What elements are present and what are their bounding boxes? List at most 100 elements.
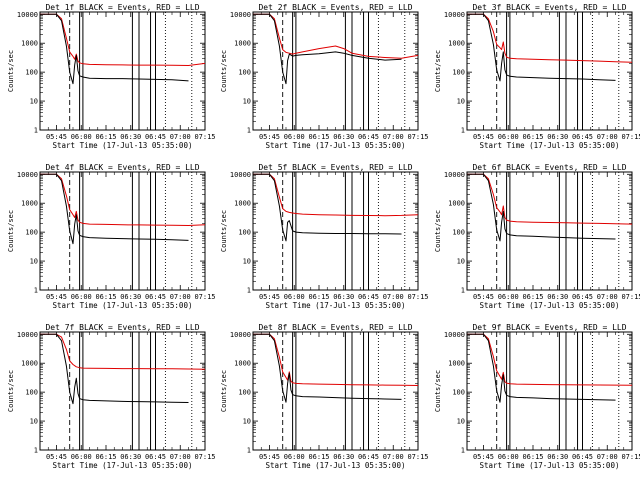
x-tick-label: 07:00 xyxy=(383,133,404,141)
series-events-line xyxy=(467,13,616,82)
x-tick-label: 05:45 xyxy=(46,293,67,301)
y-tick-label: 1000 xyxy=(448,360,465,368)
x-tick-label: 06:45 xyxy=(358,453,379,461)
x-tick-label: 06:45 xyxy=(358,293,379,301)
y-tick-label: 100 xyxy=(452,229,465,237)
x-tick-label: 05:45 xyxy=(259,133,280,141)
x-tick-label: 06:15 xyxy=(95,293,116,301)
x-tick-label: 06:00 xyxy=(284,133,305,141)
series-events-line xyxy=(253,173,402,242)
y-tick-label: 10 xyxy=(30,258,38,266)
panel-det-2: Det 2f BLACK = Events, RED = LLD 1 10 100 10… xyxy=(220,3,429,150)
plot-frame xyxy=(39,331,206,451)
x-tick-label: 06:15 xyxy=(95,133,116,141)
series-lld-line xyxy=(40,13,206,66)
x-tick-label: 06:15 xyxy=(308,133,329,141)
y-tick-label: 1000 xyxy=(448,40,465,48)
panel-det-9: Det 9f BLACK = Events, RED = LLD 1 10 100 10… xyxy=(434,323,640,470)
y-tick-label: 1 xyxy=(247,127,251,135)
panel-title: Det 6f BLACK = Events, RED = LLD xyxy=(472,163,626,172)
panel-det-7: Det 7f BLACK = Events, RED = LLD 1 10 100 10… xyxy=(7,323,216,470)
x-tick-label: 06:15 xyxy=(308,293,329,301)
panel-det-5: Det 5f BLACK = Events, RED = LLD 1 10 100 10… xyxy=(220,163,429,310)
y-axis-label: Counts/sec xyxy=(7,370,15,412)
series-lld-line xyxy=(253,333,419,386)
x-axis-label: Start Time (17-Jul-13 05:35:00) xyxy=(266,141,406,150)
x-tick-label: 06:00 xyxy=(284,293,305,301)
x-tick-label: 07:15 xyxy=(621,133,640,141)
series-events-line xyxy=(467,333,616,403)
y-tick-label: 1 xyxy=(461,127,465,135)
panel-det-6: Det 6f BLACK = Events, RED = LLD 1 10 100 10… xyxy=(434,163,640,310)
panel-title: Det 7f BLACK = Events, RED = LLD xyxy=(45,323,199,332)
y-tick-label: 10 xyxy=(243,98,251,106)
y-tick-label: 10000 xyxy=(444,171,465,179)
x-tick-label: 07:00 xyxy=(170,133,191,141)
panel-det-3: Det 3f BLACK = Events, RED = LLD 1 10 100 10… xyxy=(434,3,640,150)
y-tick-label: 100 xyxy=(25,389,38,397)
y-tick-label: 1000 xyxy=(21,360,38,368)
x-tick-label: 06:30 xyxy=(547,293,568,301)
x-tick-label: 06:45 xyxy=(572,293,593,301)
x-tick-label: 06:45 xyxy=(572,453,593,461)
series-events-line xyxy=(253,13,402,85)
y-tick-label: 10000 xyxy=(17,171,38,179)
y-tick-label: 1 xyxy=(461,287,465,295)
y-tick-label: 1000 xyxy=(234,40,251,48)
y-tick-label: 10000 xyxy=(230,11,251,19)
x-tick-label: 07:15 xyxy=(194,293,215,301)
x-tick-label: 07:00 xyxy=(383,453,404,461)
plot-frame xyxy=(252,11,419,131)
x-tick-label: 06:30 xyxy=(333,133,354,141)
y-tick-label: 1000 xyxy=(21,40,38,48)
y-tick-label: 10 xyxy=(457,98,465,106)
y-axis-label: Counts/sec xyxy=(434,370,442,412)
x-axis-label: Start Time (17-Jul-13 05:35:00) xyxy=(266,461,406,470)
y-tick-label: 100 xyxy=(452,69,465,77)
panel-det-4: Det 4f BLACK = Events, RED = LLD 1 10 100 10… xyxy=(7,163,216,310)
x-tick-label: 06:15 xyxy=(95,453,116,461)
series-events-line xyxy=(253,333,402,403)
x-tick-label: 06:15 xyxy=(522,293,543,301)
y-tick-label: 100 xyxy=(25,229,38,237)
x-tick-label: 06:00 xyxy=(498,133,519,141)
panel-det-8: Det 8f BLACK = Events, RED = LLD 1 10 100 10… xyxy=(220,323,429,470)
x-tick-label: 06:45 xyxy=(145,453,166,461)
x-tick-label: 05:45 xyxy=(259,293,280,301)
series-events-line xyxy=(40,333,189,405)
x-axis-label: Start Time (17-Jul-13 05:35:00) xyxy=(480,301,620,310)
x-axis-label: Start Time (17-Jul-13 05:35:00) xyxy=(53,301,193,310)
series-events-line xyxy=(467,173,616,242)
x-axis-label: Start Time (17-Jul-13 05:35:00) xyxy=(480,461,620,470)
y-axis-label: Counts/sec xyxy=(220,370,228,412)
y-tick-label: 100 xyxy=(238,229,251,237)
plot-frame xyxy=(466,11,633,131)
y-tick-label: 100 xyxy=(238,69,251,77)
y-axis-label: Counts/sec xyxy=(220,210,228,252)
y-tick-label: 1 xyxy=(34,447,38,455)
x-tick-label: 06:15 xyxy=(308,453,329,461)
x-axis-label: Start Time (17-Jul-13 05:35:00) xyxy=(53,141,193,150)
x-tick-label: 06:30 xyxy=(547,133,568,141)
panel-title: Det 9f BLACK = Events, RED = LLD xyxy=(472,323,626,332)
x-tick-label: 06:45 xyxy=(145,133,166,141)
x-tick-label: 06:00 xyxy=(71,133,92,141)
x-tick-label: 05:45 xyxy=(473,293,494,301)
y-tick-label: 1000 xyxy=(234,360,251,368)
panel-det-1: Det 1f BLACK = Events, RED = LLD 1 10 100 10… xyxy=(7,3,216,150)
x-axis-label: Start Time (17-Jul-13 05:35:00) xyxy=(480,141,620,150)
x-tick-label: 05:45 xyxy=(473,453,494,461)
y-tick-label: 1000 xyxy=(448,200,465,208)
y-tick-label: 1000 xyxy=(234,200,251,208)
x-axis-label: Start Time (17-Jul-13 05:35:00) xyxy=(53,461,193,470)
x-tick-label: 06:30 xyxy=(120,133,141,141)
x-tick-label: 07:15 xyxy=(194,133,215,141)
x-tick-label: 07:00 xyxy=(170,293,191,301)
y-axis-label: Counts/sec xyxy=(434,210,442,252)
y-axis-label: Counts/sec xyxy=(220,50,228,92)
x-tick-label: 06:15 xyxy=(522,453,543,461)
y-tick-label: 10 xyxy=(243,258,251,266)
x-axis-label: Start Time (17-Jul-13 05:35:00) xyxy=(266,301,406,310)
series-lld-line xyxy=(467,13,633,63)
